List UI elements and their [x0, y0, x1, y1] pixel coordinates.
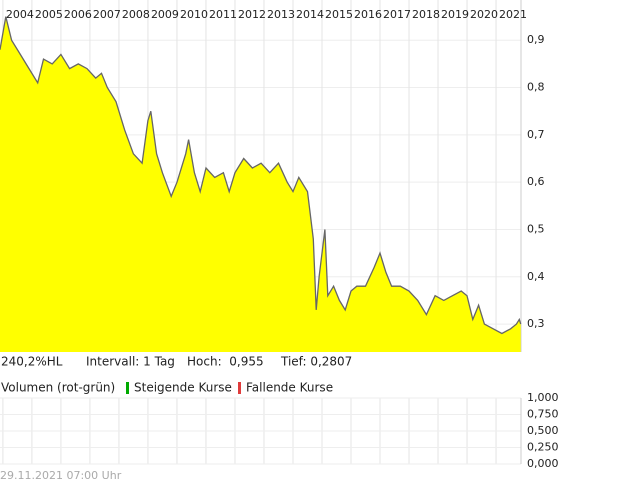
x-tick-label: 2007 [93, 8, 121, 21]
legend-swatch [238, 382, 241, 394]
range-info: 240,2%HL [1, 355, 63, 369]
x-tick-label: 2004 [6, 8, 34, 21]
x-tick-label: 2020 [470, 8, 498, 21]
x-tick-label: 2013 [267, 8, 295, 21]
area-fill [0, 16, 521, 352]
y-tick-label: 1,000 [527, 391, 559, 404]
x-tick-label: 2008 [122, 8, 150, 21]
x-tick-label: 2016 [354, 8, 382, 21]
y-tick-label: 0,4 [527, 270, 545, 283]
x-tick-label: 2005 [35, 8, 63, 21]
high-info: Hoch: 0,955 [187, 355, 264, 369]
y-tick-label: 0,7 [527, 128, 545, 141]
marks [0, 16, 522, 352]
y-tick-label: 0,000 [527, 457, 559, 470]
volume-title: Volumen (rot-grün) [1, 381, 115, 395]
legend-label: Steigende Kurse [134, 381, 232, 395]
y-tick-label: 0,500 [527, 424, 559, 437]
x-tick-label: 2011 [209, 8, 237, 21]
interval-info: Intervall: 1 Tag [86, 355, 175, 369]
low-info: Tief: 0,2807 [280, 355, 352, 369]
x-tick-label: 2014 [296, 8, 324, 21]
x-tick-label: 2019 [441, 8, 469, 21]
y-tick-label: 0,9 [527, 33, 545, 46]
x-tick-label: 2006 [64, 8, 92, 21]
y-tick-label: 0,6 [527, 175, 545, 188]
x-tick-label: 2012 [238, 8, 266, 21]
footer: 29.11.2021 07:00 Uhr [0, 469, 122, 482]
y-tick-label: 0,8 [527, 81, 545, 94]
x-tick-label: 2018 [412, 8, 440, 21]
y-tick-label: 0,750 [527, 408, 559, 421]
x-tick-label: 2015 [325, 8, 353, 21]
price-line [0, 16, 522, 335]
y-tick-label: 0,5 [527, 222, 545, 235]
x-tick-label: 2017 [383, 8, 411, 21]
legend-swatch [126, 382, 129, 394]
x-tick-label: 2021 [499, 8, 527, 21]
x-tick-label: 2010 [180, 8, 208, 21]
legend-label: Fallende Kurse [246, 381, 333, 395]
x-tick-label: 2009 [151, 8, 179, 21]
y-tick-label: 0,250 [527, 441, 559, 454]
y-tick-label: 0,3 [527, 317, 545, 330]
